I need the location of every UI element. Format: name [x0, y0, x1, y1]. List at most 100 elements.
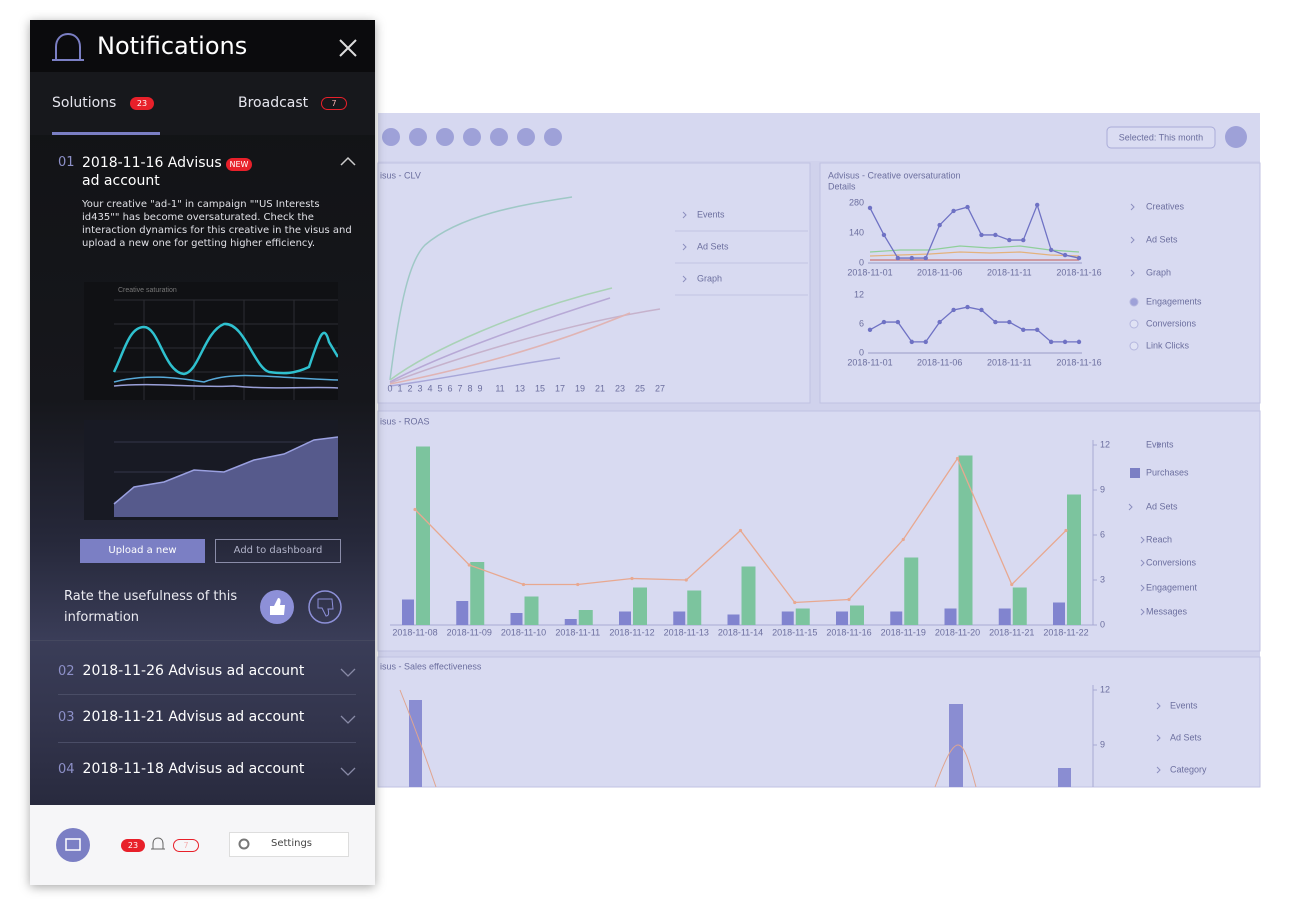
bar: [510, 613, 523, 625]
menu-chevron: [1140, 584, 1145, 592]
tab-badge: 7: [321, 97, 347, 110]
data-point: [937, 319, 942, 325]
panel-subtitle: Details: [828, 181, 856, 191]
x-tick-label: 4: [427, 383, 432, 393]
menu-item: Graph: [697, 273, 722, 283]
bar: [673, 611, 686, 625]
x-tick-label: 2018-11-10: [501, 627, 546, 637]
separator: [30, 640, 375, 641]
new-badge: NEW: [226, 158, 252, 171]
item-number: 01: [58, 155, 75, 170]
data-point: [955, 456, 960, 461]
x-tick-label: 2018-11-15: [772, 627, 817, 637]
x-tick-label: 2018-11-06: [917, 267, 962, 277]
notification-item[interactable]: 02 2018-11-26 Advisus ad account: [58, 663, 304, 679]
expand-chevrons[interactable]: [340, 668, 356, 778]
x-tick-label: 2018-11-20: [935, 627, 980, 637]
menu-chevron: [1156, 766, 1161, 774]
notification-item[interactable]: 03 2018-11-21 Advisus ad account: [58, 709, 304, 725]
bar: [781, 611, 794, 625]
footer-app-icon[interactable]: [56, 828, 90, 862]
period-selector[interactable]: [1106, 126, 1216, 149]
y-tick-label: 12: [854, 289, 864, 299]
rating-buttons[interactable]: [258, 588, 346, 626]
x-tick-label: 2018-11-19: [881, 627, 926, 637]
data-point: [979, 307, 984, 313]
oversaturation-panel: [819, 162, 1261, 404]
data-point: [951, 208, 956, 214]
data-point: [1076, 255, 1082, 261]
menu-chevron: [1140, 559, 1145, 567]
bar: [470, 562, 485, 625]
data-point: [993, 319, 998, 325]
tab-solutions[interactable]: Solutions: [52, 95, 117, 111]
data-point: [1021, 327, 1026, 332]
bar: [1012, 587, 1027, 625]
settings-icon: [238, 838, 250, 850]
x-tick-label: 0: [387, 383, 392, 393]
y-tick-label: 0: [859, 347, 864, 357]
data-point: [1048, 339, 1054, 345]
footer-badge: 7: [173, 839, 199, 852]
chart-title: Creative saturation: [118, 287, 177, 294]
x-tick-label: 2018-11-21: [989, 627, 1034, 637]
menu-item: Ad Sets: [1170, 732, 1202, 742]
clv-panel: [377, 162, 811, 404]
menu-item: Ad Sets: [697, 241, 729, 251]
upload-button[interactable]: Upload a new: [80, 539, 205, 563]
footer-bell[interactable]: [151, 837, 165, 853]
x-tick-label: 2018-11-14: [718, 627, 763, 637]
x-tick-label: 3: [417, 383, 422, 393]
bar: [890, 611, 903, 625]
oversaturation-extra-lines: [869, 245, 1080, 261]
data-point: [1062, 339, 1068, 345]
x-tick-label: 2018-11-11: [987, 357, 1032, 367]
data-point: [1035, 202, 1040, 208]
collapse-chevron[interactable]: [340, 156, 356, 166]
bar: [741, 566, 756, 625]
settings-label: Settings: [271, 838, 313, 849]
sales-panel: [377, 656, 1261, 788]
tab-broadcast[interactable]: Broadcast: [238, 95, 309, 111]
close-button[interactable]: [339, 39, 357, 57]
x-tick-label: 2018-11-01: [847, 267, 892, 277]
notification-item[interactable]: 04 2018-11-18 Advisus ad account: [58, 761, 304, 777]
y2-tick-label: 12: [1100, 684, 1110, 694]
add-dashboard-button[interactable]: Add to dashboard: [215, 539, 341, 563]
x-tick-label: 25: [635, 383, 645, 393]
data-point: [867, 205, 873, 211]
menu-chevron: [1130, 236, 1135, 244]
separator: [58, 694, 356, 695]
y2-tick-label: 3: [1100, 574, 1105, 584]
menu-item: Conversions: [1146, 557, 1197, 567]
radio: [1129, 297, 1139, 307]
x-tick-label: 11: [495, 383, 504, 393]
bar: [456, 601, 469, 625]
item-message: Your creative "ad-1" in campaign ""US In…: [82, 199, 352, 249]
item-number: 03: [58, 710, 75, 725]
item-number: 04: [58, 762, 75, 777]
menu-item: Category: [1170, 764, 1207, 774]
bar: [850, 605, 864, 625]
data-point: [413, 507, 417, 512]
series-line: [869, 202, 1080, 259]
data-point: [1064, 528, 1068, 533]
menu-chevron: [682, 243, 687, 251]
tabs-bar: [30, 72, 375, 135]
bar: [524, 596, 539, 625]
menu-item: Graph: [1146, 267, 1171, 277]
x-tick-label: 2018-11-08: [392, 627, 437, 637]
saturation-charts: Creative saturation: [84, 282, 338, 520]
data-point: [923, 255, 928, 261]
x-tick-label: 1: [397, 383, 402, 393]
bar: [1067, 494, 1081, 625]
item-title[interactable]: 2018-11-16 Advisus ad account: [82, 155, 222, 189]
bar: [619, 611, 631, 625]
x-tick-label: 2018-11-01: [847, 357, 892, 367]
data-point: [467, 563, 471, 567]
x-tick-label: 17: [555, 383, 565, 393]
x-tick-label: 19: [575, 383, 585, 393]
data-point: [738, 528, 743, 533]
bar: [1053, 602, 1065, 625]
